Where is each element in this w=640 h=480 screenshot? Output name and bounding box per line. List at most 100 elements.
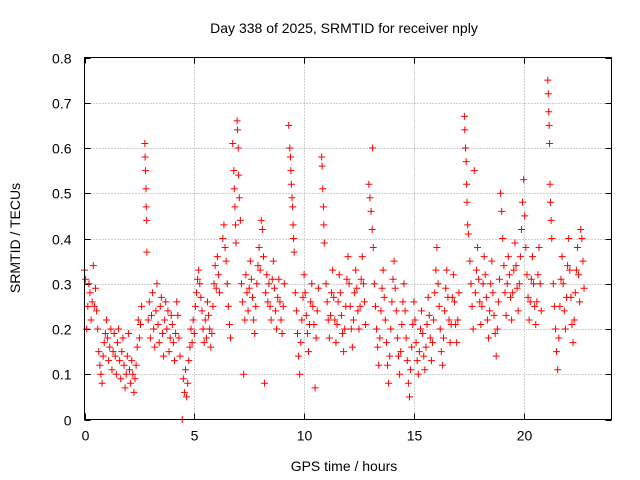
data-point — [368, 225, 376, 233]
data-point — [331, 316, 339, 324]
data-point — [121, 384, 129, 392]
data-point — [557, 275, 565, 283]
data-point — [158, 330, 166, 338]
data-point — [255, 244, 263, 252]
data-point — [212, 284, 220, 292]
data-point — [352, 266, 360, 274]
data-point — [501, 289, 509, 297]
data-point — [467, 280, 475, 288]
data-point — [367, 207, 375, 215]
data-point — [389, 275, 397, 283]
data-point — [167, 311, 175, 319]
data-point — [132, 361, 140, 369]
data-point — [182, 366, 190, 374]
data-point — [196, 280, 204, 288]
y-tick-label: 0.3 — [52, 277, 72, 293]
data-point — [84, 302, 92, 310]
data-point — [104, 334, 112, 342]
data-point — [526, 298, 534, 306]
data-point — [377, 307, 385, 315]
data-point — [494, 298, 502, 306]
data-point — [113, 339, 121, 347]
data-point — [378, 284, 386, 292]
data-point — [395, 352, 403, 360]
data-point — [410, 298, 418, 306]
data-point — [575, 271, 583, 279]
data-point — [413, 357, 421, 365]
data-point — [100, 339, 108, 347]
data-point — [382, 339, 390, 347]
data-point — [256, 266, 264, 274]
data-point — [329, 266, 337, 274]
data-point — [82, 275, 90, 283]
data-point — [85, 280, 93, 288]
data-point — [403, 357, 411, 365]
data-point — [259, 253, 267, 261]
data-point — [351, 289, 359, 297]
data-point — [561, 325, 569, 333]
data-point — [242, 271, 250, 279]
data-point — [304, 348, 312, 356]
data-point — [555, 334, 563, 342]
data-point — [479, 280, 487, 288]
data-point — [434, 280, 442, 288]
data-point — [376, 334, 384, 342]
data-point — [425, 311, 433, 319]
data-point — [524, 293, 532, 301]
data-point — [207, 343, 215, 351]
data-point — [206, 325, 214, 333]
data-point — [380, 293, 388, 301]
data-point — [229, 139, 237, 147]
data-point — [333, 320, 341, 328]
data-point — [345, 280, 353, 288]
data-point — [521, 212, 529, 220]
data-point — [209, 302, 217, 310]
data-point — [276, 298, 284, 306]
data-point — [325, 334, 333, 342]
data-point — [110, 330, 118, 338]
data-point — [442, 284, 450, 292]
data-point — [566, 266, 574, 274]
data-point — [400, 280, 408, 288]
data-point — [246, 257, 254, 265]
data-point — [311, 384, 319, 392]
data-point — [99, 352, 107, 360]
data-point — [396, 370, 404, 378]
data-point — [392, 307, 400, 315]
data-point — [101, 330, 109, 338]
data-point — [472, 266, 480, 274]
data-point — [247, 275, 255, 283]
data-point — [248, 293, 256, 301]
data-point — [108, 366, 116, 374]
data-point — [120, 361, 128, 369]
data-point — [309, 302, 317, 310]
data-point — [201, 316, 209, 324]
data-point — [452, 320, 460, 328]
data-point — [102, 316, 110, 324]
data-point — [243, 289, 251, 297]
data-point — [200, 339, 208, 347]
data-point — [512, 262, 520, 270]
data-point — [303, 330, 311, 338]
data-point — [509, 289, 517, 297]
x-tick-label: 20 — [517, 428, 533, 444]
data-point — [328, 289, 336, 297]
data-point — [318, 153, 326, 161]
data-point — [511, 239, 519, 247]
data-point — [481, 271, 489, 279]
data-point — [520, 176, 528, 184]
data-point — [366, 194, 374, 202]
data-point — [525, 316, 533, 324]
data-point — [292, 307, 300, 315]
data-point — [189, 316, 197, 324]
data-point — [168, 320, 176, 328]
data-point — [287, 167, 295, 175]
data-point — [171, 357, 179, 365]
data-point — [134, 316, 142, 324]
data-point — [502, 311, 510, 319]
data-point — [391, 284, 399, 292]
data-point — [219, 235, 227, 242]
data-point — [258, 225, 266, 233]
data-point — [320, 221, 328, 229]
data-point — [450, 298, 458, 306]
